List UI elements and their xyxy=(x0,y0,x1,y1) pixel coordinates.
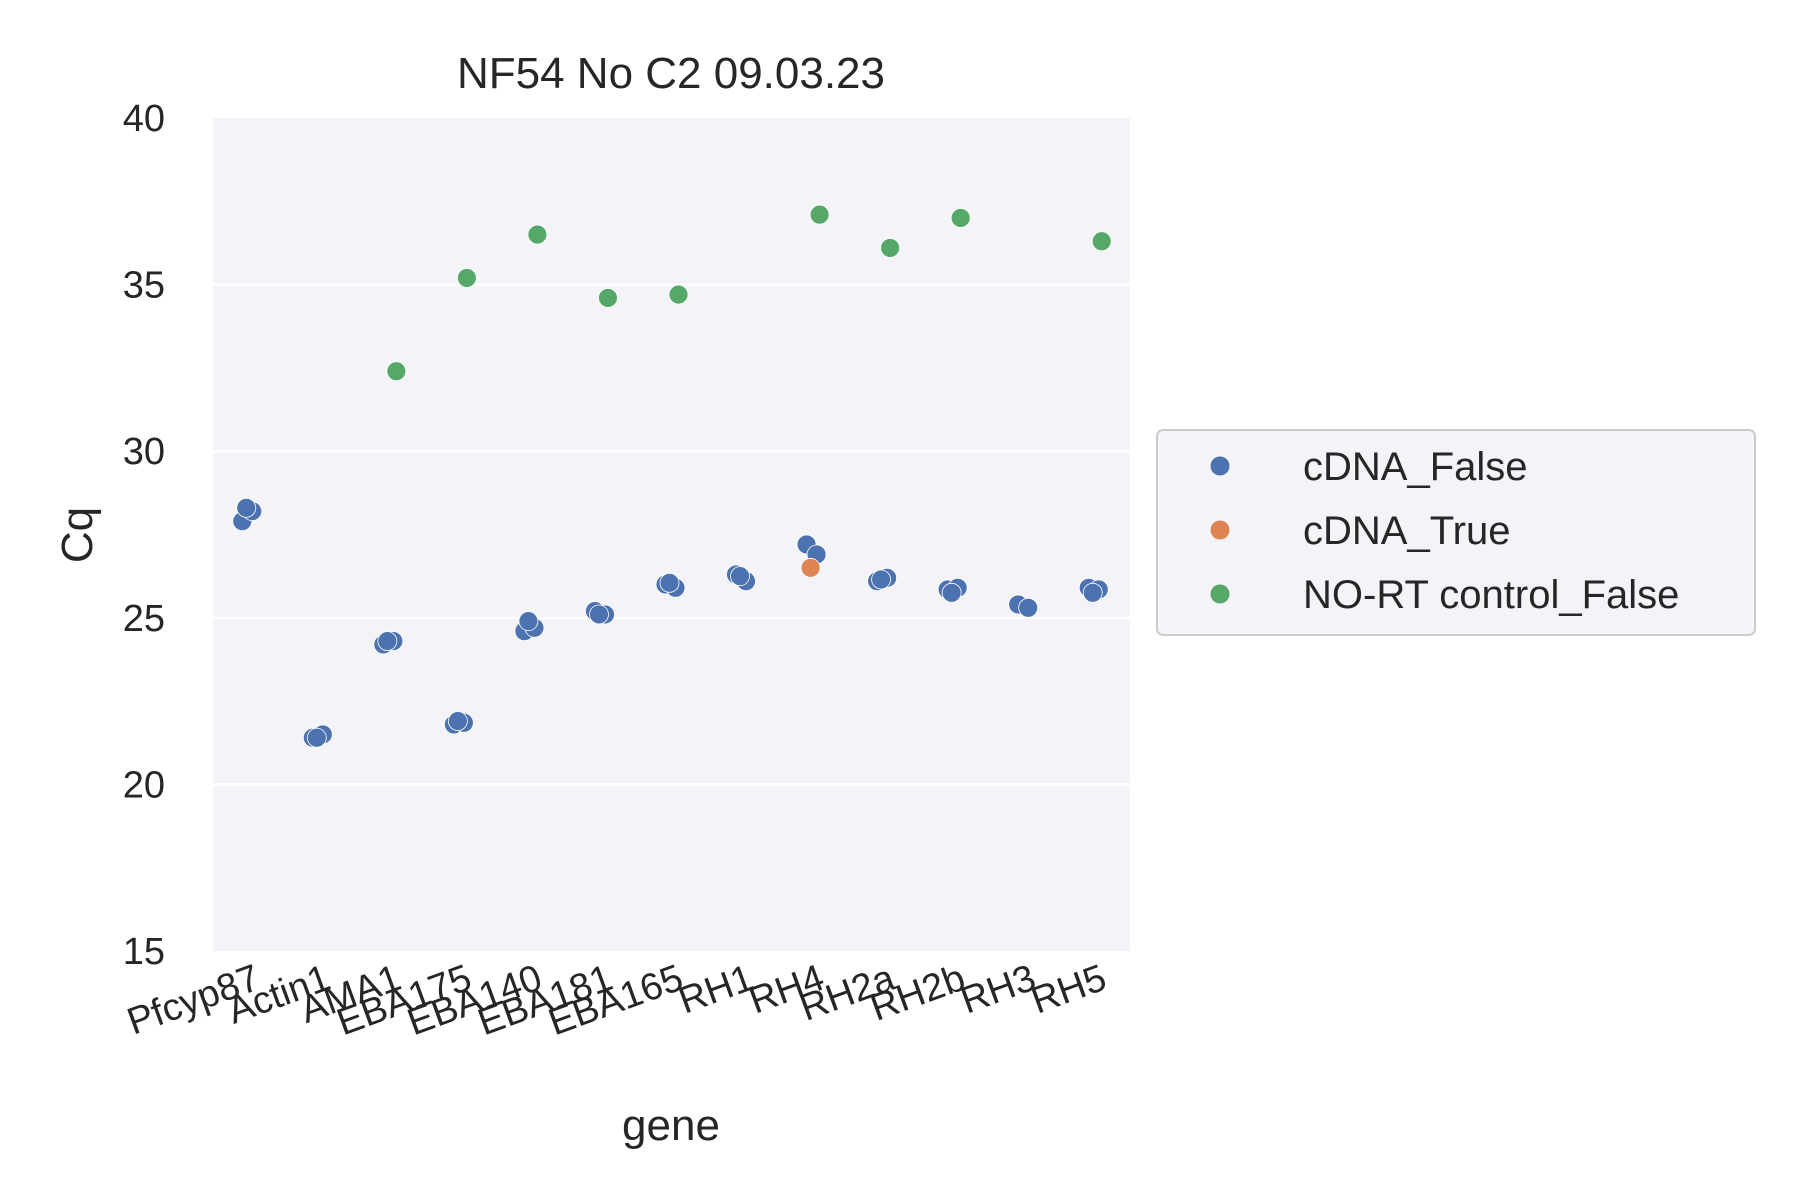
data-point xyxy=(518,611,539,632)
legend: cDNA_False cDNA_True NO-RT control_False xyxy=(1156,429,1756,636)
x-tick-label: RH5 xyxy=(1026,957,1112,1022)
data-point xyxy=(800,557,821,578)
plot-background xyxy=(213,118,1130,951)
legend-marker xyxy=(1210,584,1230,604)
data-point xyxy=(871,569,892,590)
data-point xyxy=(386,361,407,382)
data-point xyxy=(377,631,398,652)
legend-marker xyxy=(1210,456,1230,476)
data-point xyxy=(1082,582,1103,603)
data-point xyxy=(589,604,609,625)
data-point xyxy=(1018,597,1039,618)
legend-marker xyxy=(1210,520,1230,540)
data-point xyxy=(447,711,468,731)
grid-lines xyxy=(213,283,1130,786)
y-tick-label: 35 xyxy=(123,265,165,307)
y-tick-label: 20 xyxy=(123,764,165,806)
data-point xyxy=(236,497,257,518)
legend-label: NO-RT control_False xyxy=(1303,573,1679,617)
data-point xyxy=(809,204,830,225)
data-point xyxy=(306,727,327,748)
y-tick-label: 15 xyxy=(123,931,165,973)
data-point xyxy=(941,582,962,603)
y-tick-label: 30 xyxy=(123,431,165,473)
legend-label: cDNA_False xyxy=(1303,445,1528,489)
data-point xyxy=(668,284,689,305)
data-point xyxy=(659,572,680,593)
data-point xyxy=(880,238,901,258)
chart-title: NF54 No C2 09.03.23 xyxy=(457,49,885,98)
y-tick-label: 25 xyxy=(123,598,165,640)
y-tick-labels: 15 20 25 30 35 40 xyxy=(123,98,165,973)
legend-box xyxy=(1156,429,1756,636)
legend-label: cDNA_True xyxy=(1303,509,1510,553)
data-points xyxy=(232,204,1112,748)
data-point xyxy=(456,268,477,288)
y-axis-label: Cq xyxy=(53,507,102,563)
data-point xyxy=(730,566,750,587)
x-axis-label: gene xyxy=(622,1101,720,1150)
data-point xyxy=(950,208,971,228)
x-tick-labels: Pfcyp87Actin1AMA1EBA175EBA140EBA181EBA16… xyxy=(122,957,1112,1044)
data-point xyxy=(1091,231,1112,252)
data-point xyxy=(527,224,548,245)
y-tick-label: 40 xyxy=(123,98,165,140)
data-point xyxy=(598,288,618,308)
